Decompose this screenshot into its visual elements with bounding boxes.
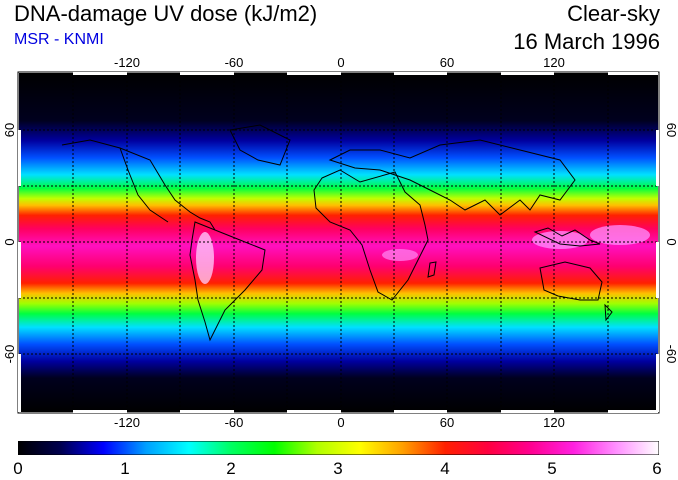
- lon-tick-bottom: -60: [224, 415, 244, 430]
- lat-tick-left: -60: [2, 344, 17, 364]
- lon-tick-bottom: -120: [113, 415, 141, 430]
- lon-tick-bottom: 120: [543, 415, 565, 430]
- map-source: MSR - KNMI: [14, 31, 104, 48]
- lat-tick-left: 60: [2, 122, 17, 138]
- colorbar-label: 6: [652, 459, 662, 478]
- lon-tick-top: 120: [543, 55, 565, 70]
- lon-tick-bottom: 0: [337, 415, 345, 430]
- lon-tick-bottom: 60: [439, 415, 455, 430]
- map-date: 16 March 1996: [513, 29, 660, 54]
- lat-tick-right: 0: [664, 238, 678, 246]
- sky-condition: Clear-sky: [567, 1, 660, 26]
- colorbar: [18, 441, 659, 455]
- uv-highlights: [196, 225, 650, 284]
- lat-tick-right: -60: [664, 344, 678, 364]
- lat-tick-left: 0: [2, 238, 17, 246]
- map-title: DNA-damage UV dose (kJ/m2): [14, 1, 318, 26]
- lon-tick-top: 0: [337, 55, 345, 70]
- lat-tick-right: 60: [664, 122, 678, 138]
- colorbar-label: 1: [120, 459, 130, 478]
- colorbar-label: 0: [13, 459, 23, 478]
- lon-tick-top: 60: [439, 55, 455, 70]
- graticule: [19, 73, 658, 412]
- lon-tick-top: -60: [224, 55, 244, 70]
- edge-bars: [18, 72, 659, 413]
- colorbar-label: 2: [226, 459, 236, 478]
- colorbar-label: 5: [547, 459, 557, 478]
- colorbar-label: 3: [333, 459, 343, 478]
- lon-tick-top: -120: [113, 55, 141, 70]
- colorbar-label: 4: [440, 459, 450, 478]
